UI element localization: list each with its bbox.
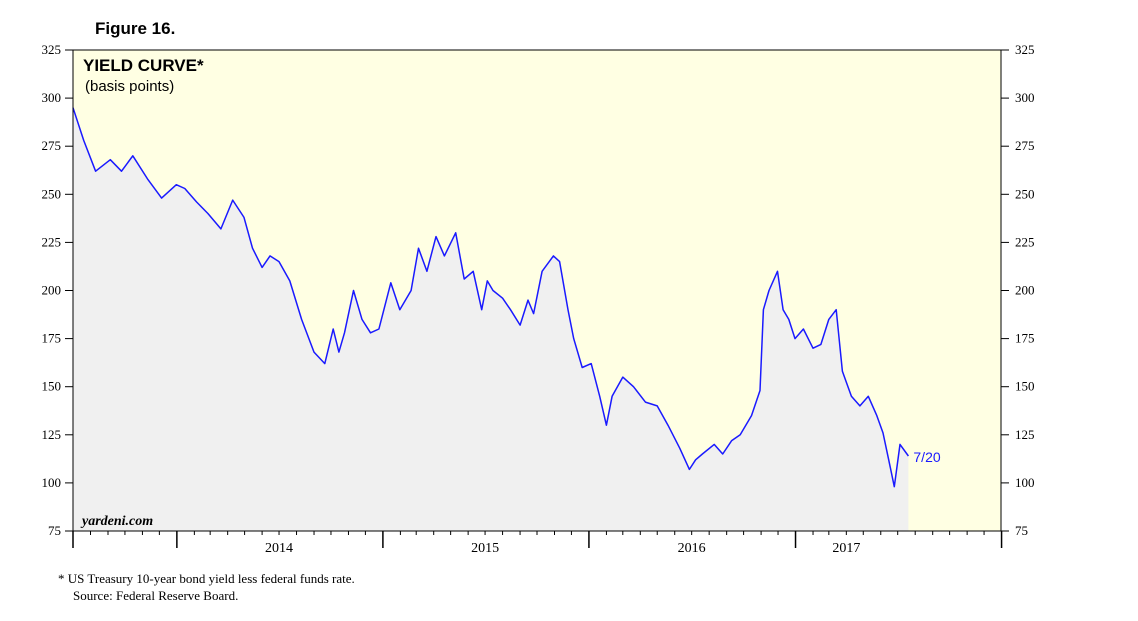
y-axis-left: 75 100 125 150 175 200 225 250 275 300 325 bbox=[42, 42, 73, 538]
y-tick-label-right: 100 bbox=[1015, 475, 1035, 490]
yield-series-line bbox=[72, 107, 910, 488]
y-tick-label-left: 300 bbox=[42, 90, 62, 105]
x-axis: 2014 2015 2016 2017 bbox=[72, 531, 1003, 556]
x-tick-label: 2016 bbox=[678, 541, 706, 556]
y-axis-right: 75 100 125 150 175 200 225 250 275 300 325 bbox=[1001, 42, 1035, 538]
y-tick-label-left: 150 bbox=[42, 379, 62, 394]
last-value-label: 7/20 bbox=[913, 449, 940, 465]
y-tick-label-right: 300 bbox=[1015, 90, 1035, 105]
y-tick-label-right: 200 bbox=[1015, 283, 1035, 298]
y-tick-label-right: 150 bbox=[1015, 379, 1035, 394]
y-tick-label-right: 225 bbox=[1015, 234, 1035, 249]
y-tick-label-left: 325 bbox=[42, 42, 62, 57]
x-tick-label: 2017 bbox=[832, 541, 860, 556]
y-tick-label-right: 175 bbox=[1015, 331, 1035, 346]
y-tick-label-left: 250 bbox=[42, 186, 62, 201]
y-tick-label-left: 75 bbox=[48, 523, 61, 538]
x-tick-label: 2015 bbox=[471, 541, 499, 556]
y-tick-label-right: 125 bbox=[1015, 427, 1035, 442]
y-tick-label-right: 275 bbox=[1015, 138, 1035, 153]
y-tick-label-left: 100 bbox=[42, 475, 62, 490]
y-tick-label-left: 200 bbox=[42, 283, 62, 298]
y-tick-label-right: 75 bbox=[1015, 523, 1028, 538]
watermark-text: yardeni.com bbox=[80, 514, 153, 529]
y-tick-label-left: 275 bbox=[42, 138, 62, 153]
footnote-source: Source: Federal Reserve Board. bbox=[73, 588, 238, 603]
y-tick-label-right: 325 bbox=[1015, 42, 1035, 57]
chart-subtitle: (basis points) bbox=[85, 78, 174, 95]
x-tick-label: 2014 bbox=[265, 541, 293, 556]
footnote-definition: * US Treasury 10-year bond yield less fe… bbox=[58, 571, 355, 586]
y-tick-label-left: 175 bbox=[42, 331, 62, 346]
chart-title: YIELD CURVE* bbox=[83, 56, 204, 75]
y-tick-label-left: 125 bbox=[42, 427, 62, 442]
y-tick-label-right: 250 bbox=[1015, 186, 1035, 201]
figure-label: Figure 16. bbox=[95, 19, 175, 38]
yield-area-fill bbox=[73, 107, 909, 531]
y-tick-label-left: 225 bbox=[42, 234, 62, 249]
